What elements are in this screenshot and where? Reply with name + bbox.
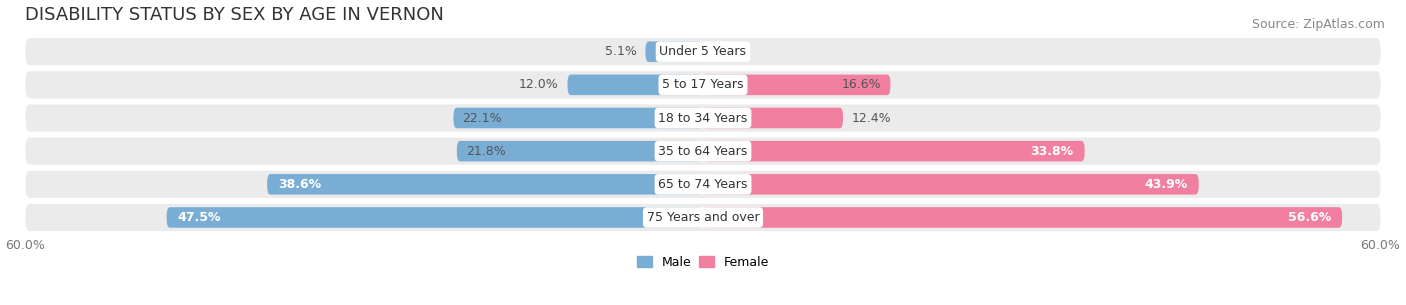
FancyBboxPatch shape <box>645 41 703 62</box>
Text: 5 to 17 Years: 5 to 17 Years <box>662 78 744 91</box>
Text: 65 to 74 Years: 65 to 74 Years <box>658 178 748 191</box>
FancyBboxPatch shape <box>25 38 1381 65</box>
Text: 5.1%: 5.1% <box>605 45 637 58</box>
FancyBboxPatch shape <box>25 71 1381 99</box>
FancyBboxPatch shape <box>167 207 703 228</box>
FancyBboxPatch shape <box>457 141 703 161</box>
Text: 12.4%: 12.4% <box>852 112 891 124</box>
FancyBboxPatch shape <box>703 74 890 95</box>
Text: 12.0%: 12.0% <box>519 78 558 91</box>
Text: 35 to 64 Years: 35 to 64 Years <box>658 145 748 158</box>
FancyBboxPatch shape <box>703 108 844 128</box>
Text: 75 Years and over: 75 Years and over <box>647 211 759 224</box>
Text: Source: ZipAtlas.com: Source: ZipAtlas.com <box>1251 18 1385 31</box>
FancyBboxPatch shape <box>25 171 1381 198</box>
Text: 56.6%: 56.6% <box>1288 211 1331 224</box>
FancyBboxPatch shape <box>703 207 1343 228</box>
Text: 16.6%: 16.6% <box>842 78 882 91</box>
FancyBboxPatch shape <box>25 104 1381 131</box>
FancyBboxPatch shape <box>454 108 703 128</box>
FancyBboxPatch shape <box>703 174 1199 195</box>
Text: 18 to 34 Years: 18 to 34 Years <box>658 112 748 124</box>
FancyBboxPatch shape <box>267 174 703 195</box>
Text: 21.8%: 21.8% <box>465 145 506 158</box>
FancyBboxPatch shape <box>568 74 703 95</box>
Legend: Male, Female: Male, Female <box>631 251 775 274</box>
Text: 47.5%: 47.5% <box>179 211 221 224</box>
Text: 38.6%: 38.6% <box>278 178 322 191</box>
Text: 0.0%: 0.0% <box>711 45 744 58</box>
FancyBboxPatch shape <box>25 138 1381 165</box>
Text: DISABILITY STATUS BY SEX BY AGE IN VERNON: DISABILITY STATUS BY SEX BY AGE IN VERNO… <box>25 5 444 23</box>
Text: 22.1%: 22.1% <box>463 112 502 124</box>
Text: 43.9%: 43.9% <box>1144 178 1188 191</box>
Text: 33.8%: 33.8% <box>1031 145 1073 158</box>
FancyBboxPatch shape <box>25 204 1381 231</box>
FancyBboxPatch shape <box>703 141 1084 161</box>
Text: Under 5 Years: Under 5 Years <box>659 45 747 58</box>
